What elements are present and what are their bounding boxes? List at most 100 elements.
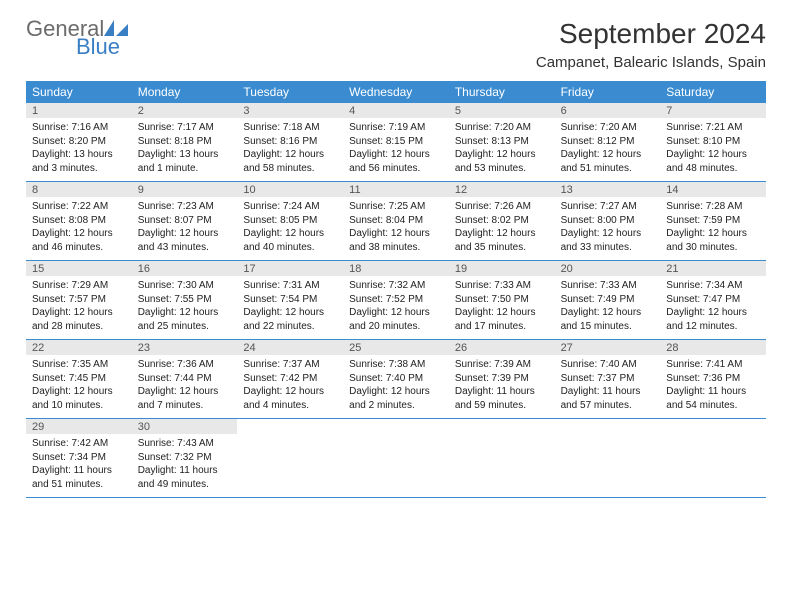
sunrise-line: Sunrise: 7:18 AM [243, 121, 337, 135]
sunset-line: Sunset: 8:15 PM [349, 135, 443, 149]
day-cell: Sunrise: 7:19 AMSunset: 8:15 PMDaylight:… [343, 118, 449, 181]
day-cell [237, 434, 343, 497]
day-number: 8 [26, 182, 132, 197]
day-number: 12 [449, 182, 555, 197]
daylight-line: Daylight: 12 hours and 15 minutes. [561, 306, 655, 333]
sunset-line: Sunset: 7:39 PM [455, 372, 549, 386]
sunrise-line: Sunrise: 7:20 AM [561, 121, 655, 135]
sunrise-line: Sunrise: 7:24 AM [243, 200, 337, 214]
sunset-line: Sunset: 7:37 PM [561, 372, 655, 386]
sunrise-line: Sunrise: 7:37 AM [243, 358, 337, 372]
daylight-line: Daylight: 12 hours and 58 minutes. [243, 148, 337, 175]
day-cell: Sunrise: 7:32 AMSunset: 7:52 PMDaylight:… [343, 276, 449, 339]
day-number-row: 891011121314 [26, 182, 766, 197]
daylight-line: Daylight: 12 hours and 35 minutes. [455, 227, 549, 254]
day-cell: Sunrise: 7:24 AMSunset: 8:05 PMDaylight:… [237, 197, 343, 260]
day-of-week-header: SundayMondayTuesdayWednesdayThursdayFrid… [26, 81, 766, 103]
day-number: 5 [449, 103, 555, 118]
dow-cell: Sunday [26, 81, 132, 103]
day-cell [343, 434, 449, 497]
day-number: 4 [343, 103, 449, 118]
day-number: 16 [132, 261, 238, 276]
sunrise-line: Sunrise: 7:41 AM [666, 358, 760, 372]
day-number [555, 419, 661, 434]
sunrise-line: Sunrise: 7:36 AM [138, 358, 232, 372]
sunset-line: Sunset: 7:45 PM [32, 372, 126, 386]
sunrise-line: Sunrise: 7:25 AM [349, 200, 443, 214]
sunrise-line: Sunrise: 7:34 AM [666, 279, 760, 293]
day-body-row: Sunrise: 7:29 AMSunset: 7:57 PMDaylight:… [26, 276, 766, 339]
daylight-line: Daylight: 13 hours and 1 minute. [138, 148, 232, 175]
day-cell: Sunrise: 7:28 AMSunset: 7:59 PMDaylight:… [660, 197, 766, 260]
day-cell: Sunrise: 7:21 AMSunset: 8:10 PMDaylight:… [660, 118, 766, 181]
day-number: 17 [237, 261, 343, 276]
day-number [660, 419, 766, 434]
day-cell: Sunrise: 7:42 AMSunset: 7:34 PMDaylight:… [26, 434, 132, 497]
day-number [343, 419, 449, 434]
sunrise-line: Sunrise: 7:35 AM [32, 358, 126, 372]
sunset-line: Sunset: 8:10 PM [666, 135, 760, 149]
daylight-line: Daylight: 12 hours and 38 minutes. [349, 227, 443, 254]
day-cell: Sunrise: 7:39 AMSunset: 7:39 PMDaylight:… [449, 355, 555, 418]
daylight-line: Daylight: 13 hours and 3 minutes. [32, 148, 126, 175]
daylight-line: Daylight: 12 hours and 4 minutes. [243, 385, 337, 412]
day-number: 28 [660, 340, 766, 355]
sunrise-line: Sunrise: 7:42 AM [32, 437, 126, 451]
sunrise-line: Sunrise: 7:30 AM [138, 279, 232, 293]
daylight-line: Daylight: 12 hours and 10 minutes. [32, 385, 126, 412]
daylight-line: Daylight: 12 hours and 33 minutes. [561, 227, 655, 254]
sunrise-line: Sunrise: 7:22 AM [32, 200, 126, 214]
sunrise-line: Sunrise: 7:20 AM [455, 121, 549, 135]
day-body-row: Sunrise: 7:16 AMSunset: 8:20 PMDaylight:… [26, 118, 766, 181]
day-body-row: Sunrise: 7:22 AMSunset: 8:08 PMDaylight:… [26, 197, 766, 260]
day-cell: Sunrise: 7:25 AMSunset: 8:04 PMDaylight:… [343, 197, 449, 260]
day-number: 15 [26, 261, 132, 276]
day-number: 22 [26, 340, 132, 355]
day-number [449, 419, 555, 434]
day-cell: Sunrise: 7:20 AMSunset: 8:12 PMDaylight:… [555, 118, 661, 181]
sunset-line: Sunset: 8:12 PM [561, 135, 655, 149]
day-cell: Sunrise: 7:16 AMSunset: 8:20 PMDaylight:… [26, 118, 132, 181]
daylight-line: Daylight: 12 hours and 20 minutes. [349, 306, 443, 333]
day-cell [449, 434, 555, 497]
sunset-line: Sunset: 7:34 PM [32, 451, 126, 465]
day-cell: Sunrise: 7:43 AMSunset: 7:32 PMDaylight:… [132, 434, 238, 497]
sunrise-line: Sunrise: 7:17 AM [138, 121, 232, 135]
day-number: 6 [555, 103, 661, 118]
week-row: 1234567Sunrise: 7:16 AMSunset: 8:20 PMDa… [26, 103, 766, 182]
sunset-line: Sunset: 8:02 PM [455, 214, 549, 228]
day-number: 21 [660, 261, 766, 276]
daylight-line: Daylight: 12 hours and 2 minutes. [349, 385, 443, 412]
location-label: Campanet, Balearic Islands, Spain [536, 54, 766, 71]
daylight-line: Daylight: 12 hours and 25 minutes. [138, 306, 232, 333]
day-number: 26 [449, 340, 555, 355]
sunset-line: Sunset: 7:49 PM [561, 293, 655, 307]
sunrise-line: Sunrise: 7:40 AM [561, 358, 655, 372]
daylight-line: Daylight: 12 hours and 12 minutes. [666, 306, 760, 333]
day-number: 11 [343, 182, 449, 197]
day-number: 20 [555, 261, 661, 276]
sunrise-line: Sunrise: 7:21 AM [666, 121, 760, 135]
day-cell: Sunrise: 7:30 AMSunset: 7:55 PMDaylight:… [132, 276, 238, 339]
day-number: 10 [237, 182, 343, 197]
day-cell: Sunrise: 7:34 AMSunset: 7:47 PMDaylight:… [660, 276, 766, 339]
day-number: 1 [26, 103, 132, 118]
day-body-row: Sunrise: 7:35 AMSunset: 7:45 PMDaylight:… [26, 355, 766, 418]
day-number: 13 [555, 182, 661, 197]
day-cell: Sunrise: 7:38 AMSunset: 7:40 PMDaylight:… [343, 355, 449, 418]
month-title: September 2024 [536, 18, 766, 50]
week-row: 2930Sunrise: 7:42 AMSunset: 7:34 PMDayli… [26, 419, 766, 498]
day-body-row: Sunrise: 7:42 AMSunset: 7:34 PMDaylight:… [26, 434, 766, 497]
daylight-line: Daylight: 11 hours and 59 minutes. [455, 385, 549, 412]
day-cell: Sunrise: 7:27 AMSunset: 8:00 PMDaylight:… [555, 197, 661, 260]
day-number: 2 [132, 103, 238, 118]
dow-cell: Tuesday [237, 81, 343, 103]
sunrise-line: Sunrise: 7:31 AM [243, 279, 337, 293]
day-number: 24 [237, 340, 343, 355]
daylight-line: Daylight: 12 hours and 46 minutes. [32, 227, 126, 254]
day-cell [660, 434, 766, 497]
daylight-line: Daylight: 12 hours and 56 minutes. [349, 148, 443, 175]
sunrise-line: Sunrise: 7:26 AM [455, 200, 549, 214]
daylight-line: Daylight: 12 hours and 22 minutes. [243, 306, 337, 333]
sunrise-line: Sunrise: 7:43 AM [138, 437, 232, 451]
